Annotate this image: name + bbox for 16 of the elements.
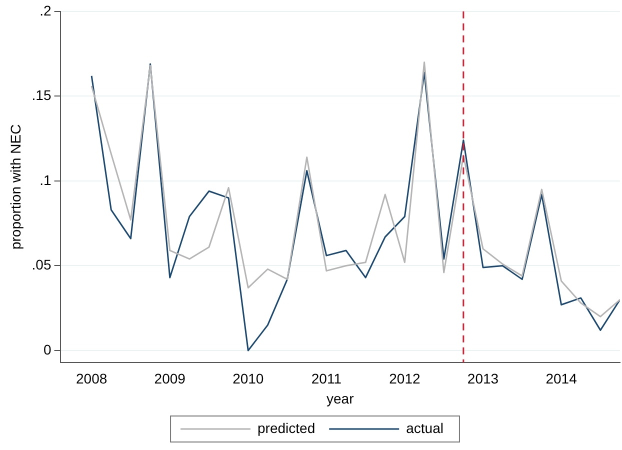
y-tick-label: .15 — [32, 87, 52, 104]
x-tick-label: 2012 — [389, 370, 420, 387]
y-tick-label: 0 — [43, 341, 52, 358]
x-tick-label: 2013 — [467, 370, 499, 387]
legend-label: predicted — [258, 420, 316, 436]
x-tick-label: 2014 — [546, 370, 578, 387]
x-axis-title: year — [326, 390, 354, 406]
x-tick-label: 2010 — [232, 370, 264, 387]
x-tick-label: 2009 — [154, 370, 186, 387]
y-axis-title: proportion with NEC — [7, 124, 24, 250]
legend-label: actual — [406, 420, 444, 436]
y-tick-label: .1 — [40, 172, 52, 188]
x-tick-label: 2011 — [311, 370, 342, 387]
x-tick-label: 2008 — [76, 370, 108, 387]
y-tick-label: .05 — [32, 256, 52, 273]
y-tick-label: .2 — [40, 2, 52, 18]
